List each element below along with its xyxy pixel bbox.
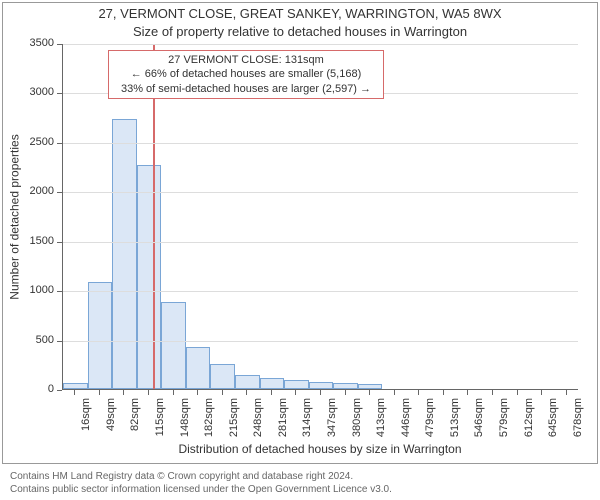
chart-title-line2: Size of property relative to detached ho… xyxy=(0,24,600,39)
grid-line xyxy=(63,341,578,342)
annotation-box: 27 VERMONT CLOSE: 131sqm ← 66% of detach… xyxy=(108,50,384,99)
histogram-bar xyxy=(161,302,186,389)
x-tick-label: 148sqm xyxy=(179,398,191,448)
footer-line2: Contains public sector information licen… xyxy=(10,484,392,497)
y-tick-mark xyxy=(57,44,62,45)
x-tick-mark xyxy=(443,390,444,395)
histogram-bar xyxy=(333,383,358,389)
histogram-bar xyxy=(63,383,88,389)
x-tick-label: 115sqm xyxy=(154,398,166,448)
histogram-bar xyxy=(235,375,260,389)
histogram-bar xyxy=(88,282,113,389)
x-tick-mark xyxy=(492,390,493,395)
x-tick-mark xyxy=(295,390,296,395)
footer-line1: Contains HM Land Registry data © Crown c… xyxy=(10,471,392,484)
y-tick-label: 2000 xyxy=(14,185,54,197)
x-tick-label: 281sqm xyxy=(277,398,289,448)
x-tick-mark xyxy=(467,390,468,395)
grid-line xyxy=(63,143,578,144)
y-axis-label-text: Number of detached properties xyxy=(8,134,22,299)
grid-line xyxy=(63,192,578,193)
x-tick-label: 248sqm xyxy=(252,398,264,448)
histogram-bar xyxy=(358,384,383,389)
footer-attribution: Contains HM Land Registry data © Crown c… xyxy=(10,471,392,496)
histogram-bar xyxy=(284,380,309,389)
x-tick-label: 645sqm xyxy=(547,398,559,448)
x-tick-mark xyxy=(99,390,100,395)
chart-title-line1: 27, VERMONT CLOSE, GREAT SANKEY, WARRING… xyxy=(0,6,600,21)
x-tick-mark xyxy=(369,390,370,395)
x-tick-mark xyxy=(541,390,542,395)
x-tick-mark xyxy=(320,390,321,395)
histogram-bar xyxy=(186,347,211,389)
histogram-bar xyxy=(309,382,334,389)
x-tick-label: 16sqm xyxy=(80,398,92,448)
x-tick-label: 446sqm xyxy=(400,398,412,448)
annotation-line3: 33% of semi-detached houses are larger (… xyxy=(115,82,377,96)
y-tick-mark xyxy=(57,390,62,391)
x-tick-label: 513sqm xyxy=(449,398,461,448)
grid-line xyxy=(63,291,578,292)
x-tick-mark xyxy=(394,390,395,395)
histogram-bar xyxy=(112,119,137,389)
x-tick-label: 215sqm xyxy=(228,398,240,448)
x-tick-label: 479sqm xyxy=(424,398,436,448)
chart-container: 27, VERMONT CLOSE, GREAT SANKEY, WARRING… xyxy=(0,0,600,500)
histogram-bar xyxy=(210,364,235,389)
y-tick-mark xyxy=(57,143,62,144)
x-tick-label: 347sqm xyxy=(326,398,338,448)
histogram-bar xyxy=(137,165,162,389)
x-tick-label: 413sqm xyxy=(375,398,387,448)
x-tick-mark xyxy=(74,390,75,395)
y-tick-label: 0 xyxy=(14,383,54,395)
y-tick-label: 1500 xyxy=(14,235,54,247)
annotation-line1: 27 VERMONT CLOSE: 131sqm xyxy=(115,53,377,67)
histogram-bar xyxy=(260,378,285,389)
y-tick-label: 3000 xyxy=(14,86,54,98)
y-tick-mark xyxy=(57,93,62,94)
x-tick-label: 612sqm xyxy=(523,398,535,448)
grid-line xyxy=(63,242,578,243)
x-tick-label: 314sqm xyxy=(301,398,313,448)
annotation-line2: ← 66% of detached houses are smaller (5,… xyxy=(115,67,377,81)
x-tick-mark xyxy=(345,390,346,395)
grid-line xyxy=(63,44,578,45)
x-tick-mark xyxy=(418,390,419,395)
y-tick-label: 2500 xyxy=(14,136,54,148)
y-tick-label: 3500 xyxy=(14,37,54,49)
x-tick-mark xyxy=(173,390,174,395)
y-tick-mark xyxy=(57,291,62,292)
x-tick-mark xyxy=(123,390,124,395)
x-tick-mark xyxy=(246,390,247,395)
x-tick-label: 546sqm xyxy=(473,398,485,448)
x-tick-mark xyxy=(197,390,198,395)
x-tick-mark xyxy=(222,390,223,395)
x-tick-label: 49sqm xyxy=(105,398,117,448)
x-tick-mark xyxy=(148,390,149,395)
x-tick-label: 82sqm xyxy=(129,398,141,448)
x-tick-mark xyxy=(517,390,518,395)
x-tick-label: 380sqm xyxy=(351,398,363,448)
y-tick-label: 1000 xyxy=(14,284,54,296)
x-tick-label: 678sqm xyxy=(572,398,584,448)
y-tick-label: 500 xyxy=(14,334,54,346)
x-tick-label: 579sqm xyxy=(498,398,510,448)
y-tick-mark xyxy=(57,242,62,243)
x-tick-label: 182sqm xyxy=(203,398,215,448)
y-tick-mark xyxy=(57,192,62,193)
x-tick-mark xyxy=(566,390,567,395)
y-tick-mark xyxy=(57,341,62,342)
x-tick-mark xyxy=(271,390,272,395)
